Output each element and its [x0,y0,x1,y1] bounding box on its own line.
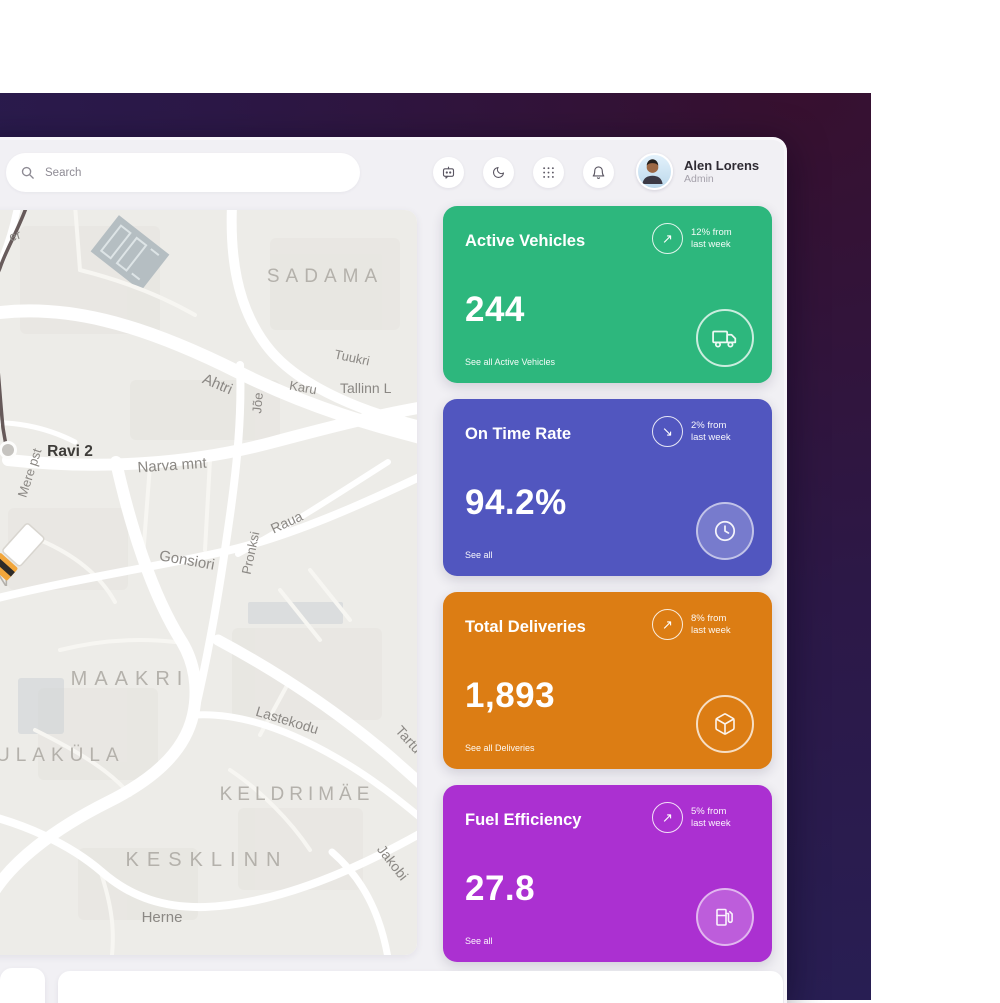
stat-card-active-vehicles[interactable]: Active Vehicles ↗ 12% from last week 244 … [443,206,772,383]
see-all-link[interactable]: See all Deliveries [465,743,535,753]
clock-icon [696,502,754,560]
avatar[interactable] [636,153,673,190]
trend-badge: ↗ 5% from last week [652,802,764,833]
apps-button[interactable] [533,157,564,188]
truck-icon [696,309,754,367]
user-name: Alen Lorens [684,157,760,173]
chatbot-button[interactable] [433,157,464,188]
avatar-photo [642,159,663,184]
dark-mode-button[interactable] [483,157,514,188]
building-footprint [90,215,170,291]
see-all-link[interactable]: See all [465,550,493,560]
stat-card-fuel-efficiency[interactable]: Fuel Efficiency ↗ 5% from last week 27.8 … [443,785,772,962]
city-map: SADAMA MAAKRI ULAKÜLA KELDRIMÄE KESKLINN… [0,210,417,955]
district-label: TALLINN [0,569,15,591]
trend-up-icon: ↗ [652,802,683,833]
truck-marker[interactable] [0,523,45,581]
see-all-link[interactable]: See all [465,936,493,946]
trend-badge: ↗ 12% from last week [652,223,764,254]
user-role: Admin [684,172,714,185]
card-title: Active Vehicles [465,232,586,250]
package-icon [696,695,754,753]
card-value: 1,893 [465,676,556,715]
street-label: Jõe [249,392,266,414]
card-title: Total Deliveries [465,618,586,636]
street-label: Narva mnt [137,455,208,477]
trend-line1: 5% from [691,805,727,817]
fuel-icon [696,888,754,946]
bell-icon [592,166,605,179]
bottom-panel [58,971,783,1003]
search-bar[interactable] [6,153,360,192]
trend-line2: last week [691,817,731,829]
district-label: MAAKRI [71,668,190,690]
card-value: 244 [465,290,525,329]
topbar-actions [433,157,614,188]
stat-card-on-time-rate[interactable]: On Time Rate ↘ 2% from last week 94.2% Se… [443,399,772,576]
map-card[interactable]: SADAMA MAAKRI ULAKÜLA KELDRIMÄE KESKLINN… [0,210,417,955]
trend-badge: ↘ 2% from last week [652,416,764,447]
card-title: On Time Rate [465,425,572,443]
route-line [0,210,28,451]
bottom-panel-left [0,968,45,1003]
card-value: 27.8 [465,869,536,908]
trend-line1: 8% from [691,612,727,624]
apps-grid-icon [543,167,554,178]
search-icon [21,166,34,179]
district-label: SADAMA [267,266,383,287]
stop-label: Ravi 2 [47,443,93,460]
notifications-button[interactable] [583,157,614,188]
trend-up-icon: ↗ [652,609,683,640]
trend-line2: last week [691,431,731,443]
stop-marker[interactable] [0,441,17,459]
street-label: Tallinn L [340,380,392,396]
moon-icon [492,166,505,179]
user-profile[interactable]: Alen Lorens Admin [636,153,759,190]
street-label: Karu [288,378,318,398]
card-title: Fuel Efficiency [465,811,582,829]
street-label: er [7,226,23,244]
district-label: KELDRIMÄE [220,784,375,805]
street-label: Herne [142,909,183,926]
trend-line2: last week [691,624,731,636]
trend-down-icon: ↘ [652,416,683,447]
app-window: Alen Lorens Admin [0,137,787,1003]
chatbot-icon [442,166,455,179]
trend-line2: last week [691,238,731,250]
district-label: KESKLINN [126,849,289,871]
street-label: Tuukri [333,346,371,368]
trend-line1: 2% from [691,419,727,431]
trend-badge: ↗ 8% from last week [652,609,764,640]
trend-up-icon: ↗ [652,223,683,254]
search-input[interactable] [43,165,346,180]
card-value: 94.2% [465,483,567,522]
trend-line1: 12% from [691,226,732,238]
district-label: ULAKÜLA [0,745,125,766]
stats-column: Active Vehicles ↗ 12% from last week 244 … [443,206,772,962]
stat-card-total-deliveries[interactable]: Total Deliveries ↗ 8% from last week 1,89… [443,592,772,769]
see-all-link[interactable]: See all Active Vehicles [465,357,556,367]
